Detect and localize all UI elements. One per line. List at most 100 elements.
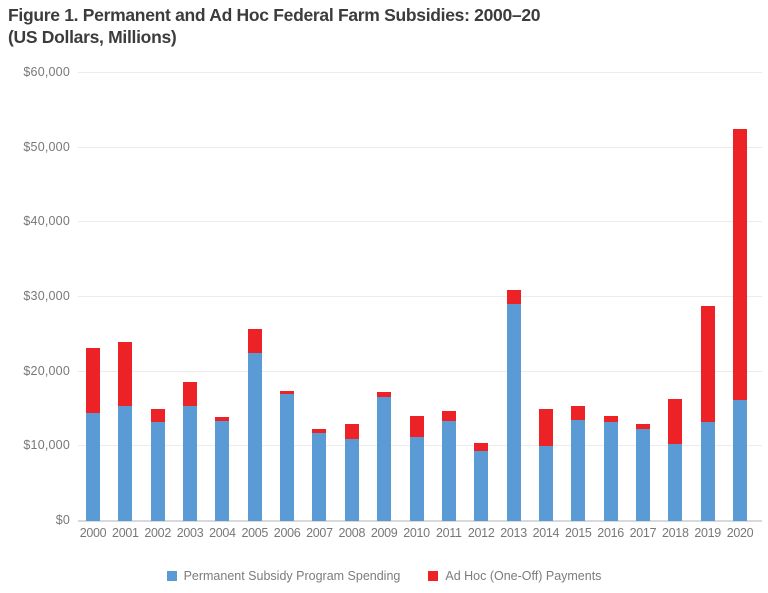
legend-swatch-adhoc <box>428 571 439 581</box>
bar-2011-permanent-segment <box>441 420 456 521</box>
y-axis-tick-label: $50,000 <box>23 139 70 154</box>
bar-2001-adhoc-segment <box>118 341 133 407</box>
x-axis-label-2015: 2015 <box>564 526 592 540</box>
bar-2005 <box>247 329 262 521</box>
bar-2013-permanent-segment <box>506 304 521 521</box>
bar-2013-adhoc-segment <box>506 289 521 305</box>
y-axis-tick-label: $20,000 <box>23 363 70 378</box>
bar-2010-adhoc-segment <box>409 416 424 438</box>
bar-2018-permanent-segment <box>668 444 683 521</box>
bar-2012-permanent-segment <box>474 450 489 521</box>
bar-2009-adhoc-segment <box>377 391 392 398</box>
bar-2008 <box>344 423 359 521</box>
bar-2019-adhoc-segment <box>700 305 715 423</box>
y-axis-tick-label: $10,000 <box>23 438 70 453</box>
bar-2015-permanent-segment <box>571 420 586 521</box>
bar-2008-permanent-segment <box>344 438 359 521</box>
x-axis-label-2012: 2012 <box>467 526 495 540</box>
bar-2007-permanent-segment <box>312 432 327 521</box>
x-axis-label-2009: 2009 <box>370 526 398 540</box>
bar-2008-adhoc-segment <box>344 423 359 439</box>
x-axis-label-2005: 2005 <box>241 526 269 540</box>
bar-2000-adhoc-segment <box>86 347 100 413</box>
y-axis-tick-label: $30,000 <box>23 289 70 303</box>
bar-2014-adhoc-segment <box>538 409 553 446</box>
gridline <box>78 146 762 148</box>
legend-item-adhoc: Ad Hoc (One-Off) Payments <box>428 569 601 583</box>
gridline <box>78 370 762 372</box>
bar-2020-permanent-segment <box>733 400 747 521</box>
bar-2003-adhoc-segment <box>183 382 198 407</box>
bar-2019 <box>700 305 715 521</box>
x-axis-label-2018: 2018 <box>661 526 689 540</box>
x-axis-line <box>78 520 762 522</box>
legend-label: Permanent Subsidy Program Spending <box>183 569 401 583</box>
bar-2011-adhoc-segment <box>441 410 456 421</box>
x-axis-label-2017: 2017 <box>629 526 657 540</box>
bar-2019-permanent-segment <box>700 422 715 521</box>
bar-2005-adhoc-segment <box>247 329 262 353</box>
gridline <box>78 72 762 73</box>
bar-2003-permanent-segment <box>183 406 198 521</box>
legend-swatch-permanent <box>166 571 177 581</box>
y-axis-tick-label: $40,000 <box>23 214 70 229</box>
bar-2002-adhoc-segment <box>150 409 165 422</box>
figure-title-line2: (US Dollars, Millions) <box>8 27 177 47</box>
bar-2016 <box>603 415 618 521</box>
bar-2001 <box>118 341 133 521</box>
x-axis-label-2010: 2010 <box>403 526 430 540</box>
bar-2020 <box>733 129 747 521</box>
bar-2007 <box>312 429 327 521</box>
bar-2015-adhoc-segment <box>571 406 586 421</box>
legend-item-permanent: Permanent Subsidy Program Spending <box>166 569 401 583</box>
x-axis-label-2006: 2006 <box>273 526 301 540</box>
bar-2004-adhoc-segment <box>215 417 230 421</box>
x-axis-label-2020: 2020 <box>726 526 754 540</box>
bar-2002 <box>150 409 165 521</box>
bar-2000 <box>86 347 100 521</box>
legend-label: Ad Hoc (One-Off) Payments <box>445 569 602 583</box>
bar-2014 <box>538 409 553 521</box>
x-axis-label-2007: 2007 <box>306 526 333 540</box>
bar-2003 <box>183 382 198 521</box>
x-axis-label-2014: 2014 <box>532 526 560 540</box>
y-axis-tick-label: $60,000 <box>23 65 70 79</box>
x-axis-label-2004: 2004 <box>209 526 236 540</box>
bar-2010-permanent-segment <box>409 437 424 521</box>
y-axis-tick-label: $0 <box>55 513 70 527</box>
gridline <box>78 296 762 297</box>
bar-2006-adhoc-segment <box>280 391 295 395</box>
bar-2002-permanent-segment <box>150 421 165 521</box>
bar-2016-adhoc-segment <box>603 415 618 423</box>
bar-2004 <box>215 417 230 521</box>
x-axis-label-2002: 2002 <box>144 526 171 540</box>
bar-2020-adhoc-segment <box>733 129 747 401</box>
bar-2006-permanent-segment <box>280 394 295 521</box>
x-axis-label-2003: 2003 <box>176 526 204 540</box>
bar-2004-permanent-segment <box>215 420 230 521</box>
bar-2018 <box>668 398 683 521</box>
figure-title: Figure 1. Permanent and Ad Hoc Federal F… <box>8 4 541 48</box>
bar-2000-permanent-segment <box>86 412 100 521</box>
bar-2009 <box>377 391 392 521</box>
x-axis-label-2013: 2013 <box>500 526 527 540</box>
x-axis-label-2001: 2001 <box>112 526 139 540</box>
bar-2007-adhoc-segment <box>312 429 327 433</box>
x-axis-label-2008: 2008 <box>338 526 366 540</box>
bar-2012 <box>474 443 489 521</box>
bar-2017 <box>635 423 650 521</box>
bar-2018-adhoc-segment <box>668 398 683 445</box>
chart-plot-area <box>78 72 762 522</box>
bar-2006 <box>280 391 295 521</box>
bar-2005-permanent-segment <box>247 353 262 521</box>
figure-title-line1: Figure 1. Permanent and Ad Hoc Federal F… <box>8 5 541 25</box>
bar-2013 <box>506 289 521 521</box>
bar-2010 <box>409 416 424 521</box>
gridline <box>78 221 762 223</box>
bar-2017-permanent-segment <box>635 429 650 521</box>
bar-2009-permanent-segment <box>377 397 392 521</box>
bar-2017-adhoc-segment <box>635 423 650 430</box>
x-axis-label-2011: 2011 <box>436 526 462 540</box>
bar-2014-permanent-segment <box>538 445 553 521</box>
